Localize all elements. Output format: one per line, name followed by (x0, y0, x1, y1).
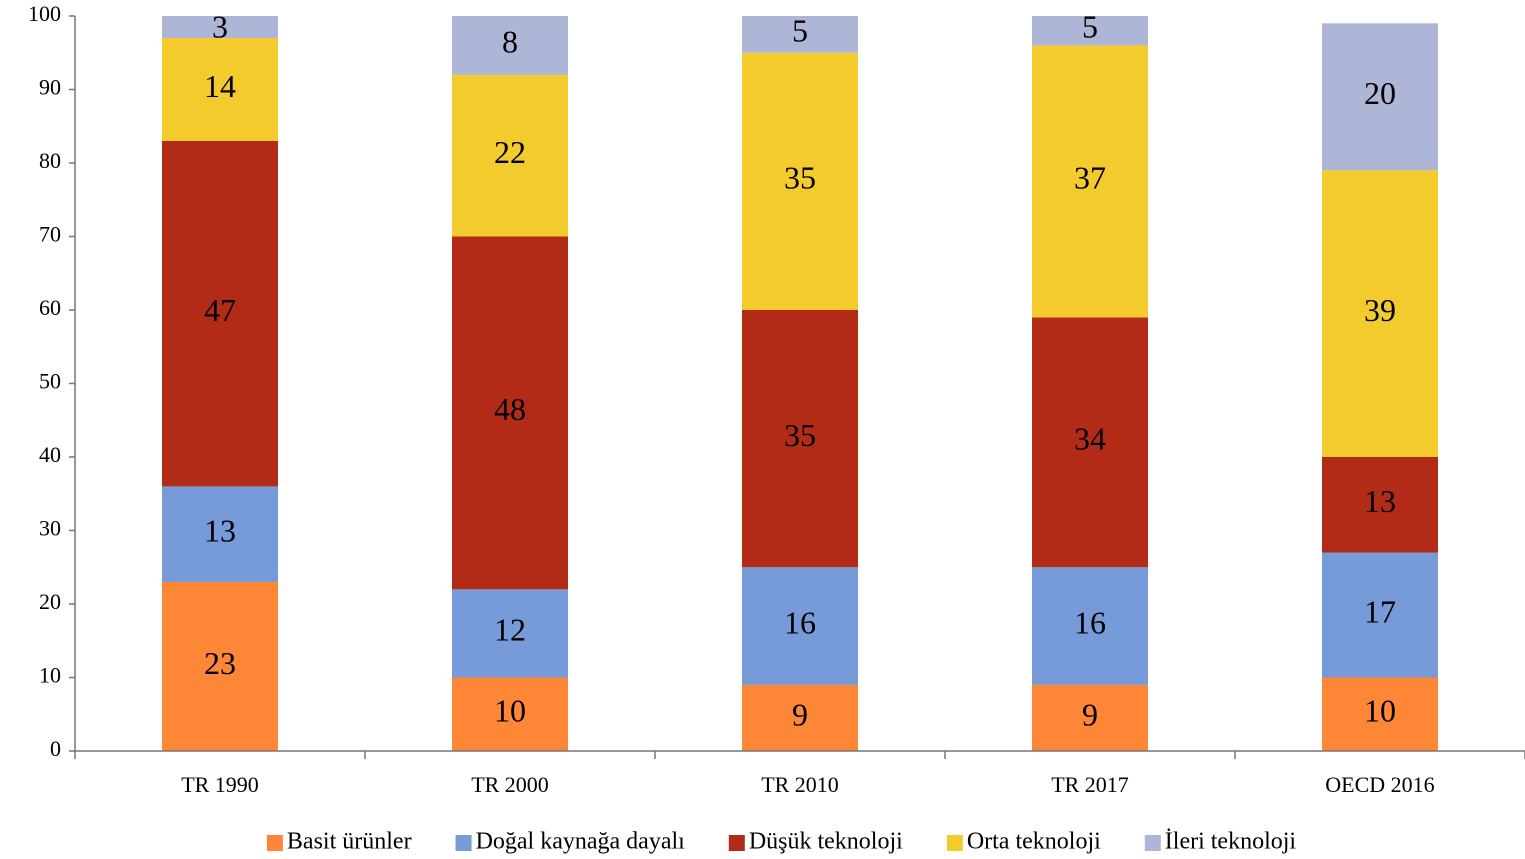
bar-segment (452, 589, 568, 678)
legend-swatch (266, 835, 283, 851)
legend-item: Basit ürünler (266, 829, 412, 855)
y-tick-label: 100 (28, 1, 61, 26)
legend-label: Doğal kaynağa dayalı (476, 829, 686, 855)
bar-segment (1322, 457, 1438, 553)
data-label: 16 (1074, 604, 1106, 640)
data-label: 47 (204, 292, 236, 328)
bar-segment (1322, 23, 1438, 171)
data-label: 13 (1364, 483, 1396, 519)
legend-swatch (728, 835, 745, 851)
data-label: 5 (1082, 8, 1098, 44)
data-label: 5 (792, 13, 808, 49)
x-tick-label: TR 1990 (181, 772, 259, 797)
bar-segment (452, 236, 568, 590)
bar-segment (742, 567, 858, 685)
data-label: 9 (792, 696, 808, 732)
bar-segment (1322, 170, 1438, 457)
legend-swatch (1144, 835, 1161, 851)
data-label: 20 (1364, 75, 1396, 111)
x-tick-label: OECD 2016 (1325, 772, 1434, 797)
y-tick-label: 0 (50, 736, 61, 761)
legend-item: Orta teknoloji (946, 829, 1101, 855)
y-tick-label: 60 (39, 295, 61, 320)
x-tick-label: TR 2000 (471, 772, 549, 797)
data-label: 34 (1074, 421, 1106, 457)
data-label: 35 (784, 160, 816, 196)
bar-segment (162, 140, 278, 487)
data-label: 10 (1364, 693, 1396, 729)
legend-label: Orta teknoloji (967, 829, 1101, 855)
y-tick-label: 20 (39, 589, 61, 614)
bar-segment (1322, 677, 1438, 751)
legend-label: Düşük teknoloji (749, 829, 903, 855)
data-label: 10 (494, 693, 526, 729)
bar-segment (162, 486, 278, 582)
y-tick-label: 80 (39, 148, 61, 173)
y-tick-label: 50 (39, 369, 61, 394)
data-label: 17 (1364, 593, 1396, 629)
bar-segment (162, 581, 278, 751)
bar-segment (1032, 684, 1148, 751)
data-label: 35 (784, 417, 816, 453)
bar-segment (1322, 552, 1438, 678)
y-tick-label: 70 (39, 222, 61, 247)
y-tick-label: 40 (39, 442, 61, 467)
data-label: 3 (212, 8, 228, 44)
data-label: 48 (494, 391, 526, 427)
legend-swatch (946, 835, 963, 851)
data-label: 16 (784, 604, 816, 640)
y-tick-label: 90 (39, 75, 61, 100)
data-label: 22 (494, 134, 526, 170)
bar-segment (1032, 45, 1148, 318)
bar-segment (742, 52, 858, 310)
bar-segment (742, 310, 858, 568)
y-tick-label: 10 (39, 663, 61, 688)
x-tick-label: TR 2017 (1051, 772, 1129, 797)
bar-segment (452, 677, 568, 751)
bar-segment (452, 74, 568, 237)
data-label: 39 (1364, 292, 1396, 328)
data-label: 13 (204, 513, 236, 549)
bar-segment (162, 16, 278, 39)
bar-segment (742, 684, 858, 751)
legend-label: Basit ürünler (287, 829, 412, 855)
bar-segment (452, 16, 568, 75)
bar-segment (1032, 317, 1148, 568)
data-label: 14 (204, 68, 236, 104)
data-label: 23 (204, 645, 236, 681)
bar-segment (742, 16, 858, 53)
legend-item: İleri teknoloji (1144, 829, 1297, 855)
bar-segment (162, 38, 278, 141)
y-tick-label: 30 (39, 516, 61, 541)
plot-area: 23 13 47 14 3 10 12 48 22 8 9 16 35 35 5 9 16 34 37 5 10 17 13… (162, 8, 1438, 751)
data-label: 9 (1082, 696, 1098, 732)
legend-swatch (455, 835, 472, 851)
data-label: 37 (1074, 160, 1106, 196)
data-label: 8 (502, 24, 518, 60)
legend-item: Doğal kaynağa dayalı (455, 829, 686, 855)
data-label: 12 (494, 612, 526, 648)
legend-label: İleri teknoloji (1165, 829, 1297, 855)
bar-segment (1032, 16, 1148, 46)
x-tick-label: TR 2010 (761, 772, 839, 797)
bar-segment (1032, 567, 1148, 685)
legend-item: Düşük teknoloji (728, 829, 903, 855)
